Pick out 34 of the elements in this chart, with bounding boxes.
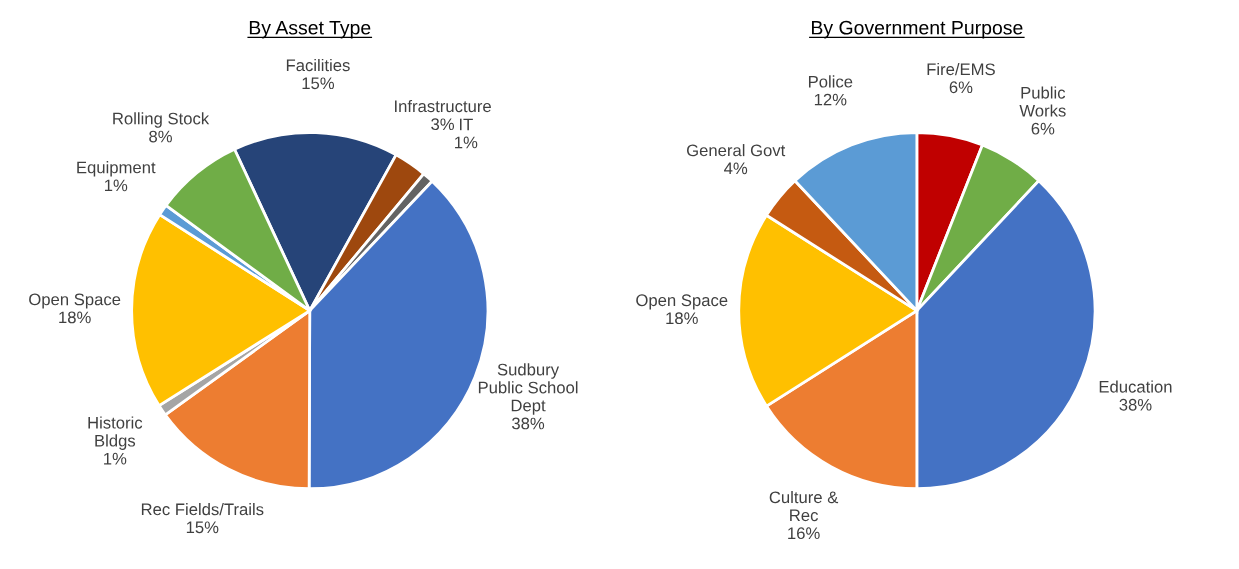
data-label: 6% — [949, 81, 973, 94]
slice-label: Rolling Stock — [113, 112, 210, 128]
slice-label: Education — [1099, 380, 1172, 393]
slice-label: Equipment — [77, 161, 156, 177]
data-label: 15% — [186, 521, 219, 534]
slice-label: Culture & Rec — [769, 490, 839, 522]
data-label: 18% — [666, 312, 698, 325]
data-label: 18% — [59, 311, 91, 324]
data-label: 6% — [1031, 122, 1055, 135]
slice-label: Open Space — [636, 294, 728, 310]
data-label: 12% — [814, 93, 847, 106]
data-label: 16% — [788, 527, 820, 540]
slice-label: IT — [459, 118, 473, 131]
data-label: 38% — [1119, 398, 1152, 411]
slice-label: Infrastructure — [395, 99, 491, 113]
chart-title: By Asset Type — [249, 20, 371, 39]
slice-label: Facilities — [286, 58, 350, 72]
slice-label: Sudbury Public School Dept — [478, 363, 578, 415]
data-label: 8% — [149, 130, 172, 143]
slice-label: Historic Bldgs — [88, 416, 143, 450]
data-label: 4% — [724, 162, 748, 175]
slice-label: General Govt — [686, 144, 786, 157]
data-label: 1% — [455, 136, 478, 149]
data-label: 1% — [104, 179, 128, 192]
data-label: 3% — [431, 118, 455, 131]
data-label: 15% — [302, 77, 335, 90]
slice-label: Rec Fields/Trails — [141, 503, 264, 516]
data-label: 1% — [104, 452, 127, 465]
slice-label: Police — [808, 75, 853, 88]
slice-label: Public Works — [1019, 86, 1066, 117]
slice-label: Open Space — [29, 293, 121, 309]
chart-title: By Government Purpose — [812, 20, 1023, 39]
slice-label: Fire/EMS — [927, 62, 995, 76]
data-label: 38% — [511, 417, 545, 430]
